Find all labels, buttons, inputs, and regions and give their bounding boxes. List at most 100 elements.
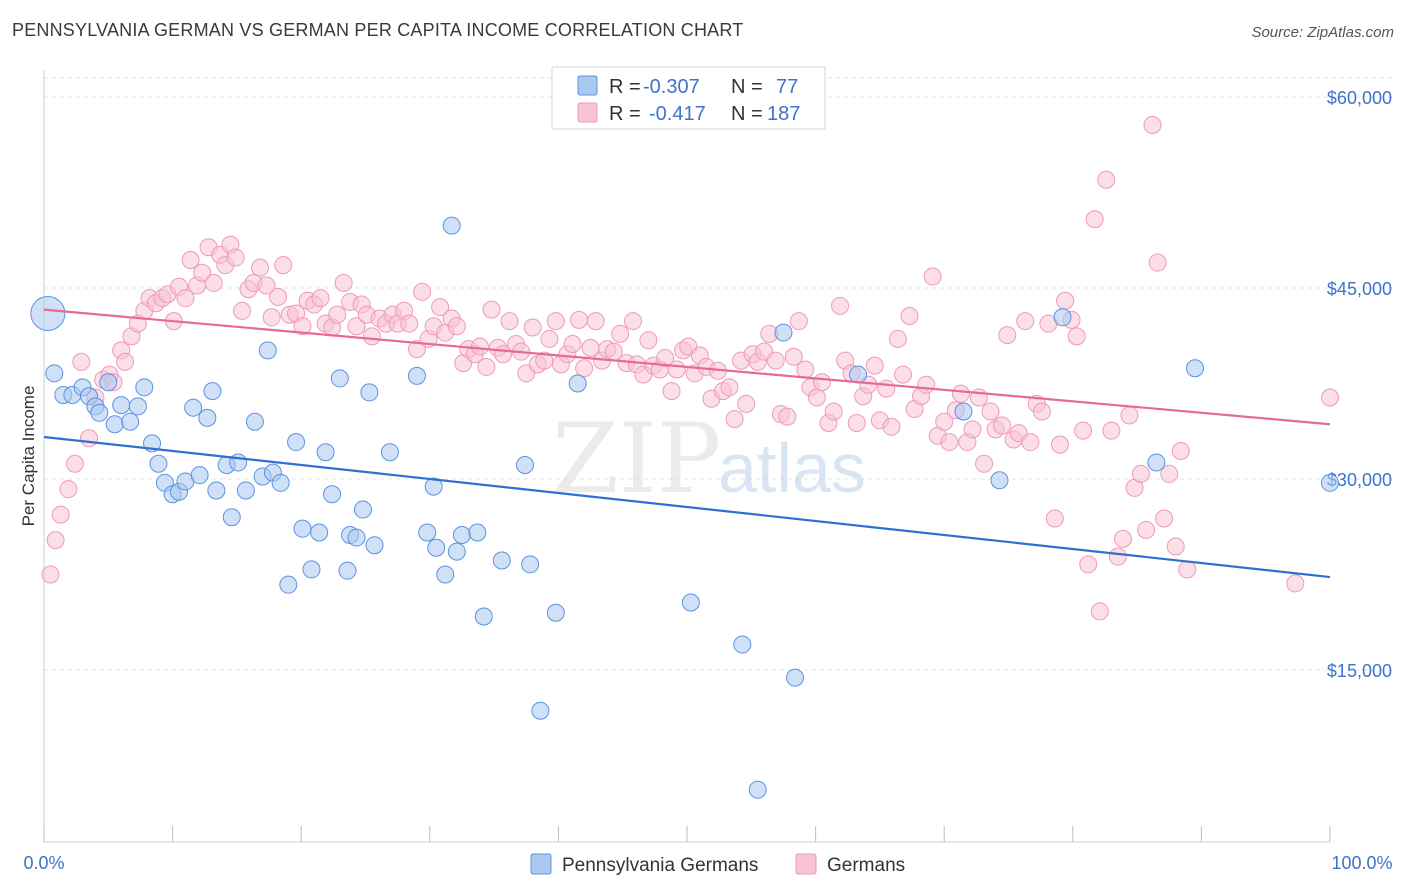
data-point	[236, 481, 255, 500]
legend-r-value-1: -0.417	[649, 103, 706, 125]
y-tick-label: $60,000	[1327, 88, 1392, 108]
data-point	[951, 384, 970, 403]
data-point	[135, 378, 154, 397]
data-point	[338, 561, 357, 580]
top-legend: R = -0.307 N = 77 R = -0.417 N = 187	[551, 66, 826, 130]
data-point	[1045, 509, 1064, 528]
data-point	[877, 379, 896, 398]
data-point	[1321, 388, 1339, 407]
data-point	[1085, 210, 1104, 229]
data-point	[330, 369, 349, 388]
data-point	[193, 263, 212, 282]
data-point	[293, 519, 312, 538]
series-pennsylvania-germans-points	[30, 216, 1339, 799]
data-point	[500, 312, 519, 331]
data-point	[1090, 602, 1109, 621]
data-point	[1185, 359, 1204, 378]
data-point	[1148, 253, 1167, 272]
data-point	[1160, 464, 1179, 483]
data-point	[226, 248, 245, 267]
data-point	[568, 374, 587, 393]
data-point	[935, 412, 954, 431]
data-point	[1147, 453, 1166, 472]
data-point	[51, 505, 70, 524]
data-point	[1021, 433, 1040, 452]
watermark: ZIP atlas	[552, 403, 866, 515]
data-point	[190, 466, 209, 485]
data-point	[418, 523, 437, 542]
data-point	[310, 523, 329, 542]
data-point	[90, 403, 109, 422]
data-point	[535, 351, 554, 370]
data-point	[41, 565, 60, 584]
data-point	[515, 455, 534, 474]
data-point	[990, 471, 1009, 490]
chart-source: Source: ZipAtlas.com	[1251, 24, 1394, 41]
data-point	[279, 575, 298, 594]
data-point	[447, 317, 466, 336]
data-point	[540, 329, 559, 348]
data-point	[917, 375, 936, 394]
data-point	[245, 412, 264, 431]
data-point	[888, 329, 907, 348]
series-germans-points	[41, 116, 1339, 621]
data-point	[128, 397, 147, 416]
data-point	[149, 454, 168, 473]
data-point	[1067, 327, 1086, 346]
data-point	[271, 473, 290, 492]
data-point	[468, 523, 487, 542]
data-point	[789, 312, 808, 331]
y-tick-label: $15,000	[1327, 661, 1392, 681]
data-point	[1056, 291, 1075, 310]
data-point	[474, 607, 493, 626]
data-point	[311, 289, 330, 308]
data-point	[737, 394, 756, 413]
data-point	[204, 273, 223, 292]
data-point	[400, 314, 419, 333]
data-point	[65, 454, 84, 473]
data-point	[575, 359, 594, 378]
data-point	[251, 258, 270, 277]
data-point	[198, 408, 217, 427]
x-tick-label-right: 100.0%	[1331, 853, 1392, 873]
data-point	[452, 526, 471, 545]
bottom-legend-label-1: Germans	[827, 855, 905, 876]
data-point	[45, 364, 64, 383]
data-point	[923, 267, 942, 286]
data-point	[121, 412, 140, 431]
data-point	[287, 433, 306, 452]
data-point	[656, 349, 675, 368]
data-point	[181, 250, 200, 269]
data-point	[1102, 421, 1121, 440]
data-point	[831, 296, 850, 315]
y-tick-label: $30,000	[1327, 470, 1392, 490]
data-point	[993, 416, 1012, 435]
data-point	[184, 398, 203, 417]
data-point	[334, 273, 353, 292]
data-point	[59, 480, 78, 499]
data-point	[611, 324, 630, 343]
legend-n-value-1: 187	[767, 103, 800, 125]
y-axis-title: Per Capita Income	[19, 386, 38, 527]
data-point	[807, 388, 826, 407]
data-point	[492, 551, 511, 570]
legend-n-value-0: 77	[776, 76, 798, 98]
data-point	[347, 317, 366, 336]
chart-title: PENNSYLVANIA GERMAN VS GERMAN PER CAPITA…	[12, 20, 744, 40]
legend-n-label-0: N =	[731, 76, 763, 98]
data-point	[865, 356, 884, 375]
trendline-pennsylvania-germans	[43, 435, 1331, 579]
bottom-legend-label-0: Pennsylvania Germans	[562, 855, 758, 876]
data-point	[998, 326, 1017, 345]
legend-n-label-1: N =	[731, 103, 763, 125]
data-point	[1053, 308, 1072, 327]
legend-r-label-0: R =	[609, 76, 641, 98]
data-point	[407, 340, 426, 359]
trendline-germans	[43, 308, 1331, 426]
data-point	[546, 603, 565, 622]
data-point	[882, 417, 901, 436]
data-point	[207, 481, 226, 500]
data-point	[1171, 441, 1190, 460]
data-point	[427, 538, 446, 557]
